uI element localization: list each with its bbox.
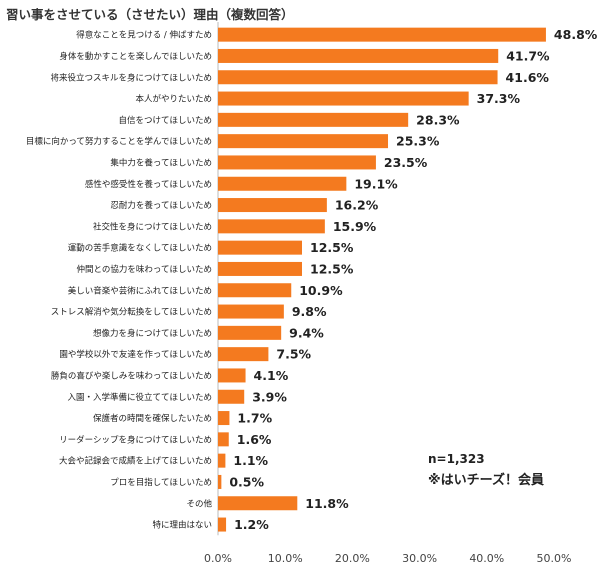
value-label: 9.4% — [289, 325, 324, 340]
value-label: 11.8% — [305, 496, 349, 511]
value-label: 41.6% — [506, 70, 550, 85]
x-tick-label: 10.0% — [268, 552, 303, 565]
category-label: 入園・入学準備に役立ててほしいため — [67, 392, 212, 403]
bar — [218, 453, 226, 468]
x-tick-label: 50.0% — [537, 552, 572, 565]
sample-size-note: n=1,323 — [428, 452, 485, 466]
category-label: ストレス解消や気分転換をしてほしいため — [51, 307, 212, 318]
category-label: 想像力を身につけてほしいため — [93, 328, 212, 339]
bar — [218, 176, 347, 191]
value-label: 12.5% — [310, 240, 354, 255]
value-label: 1.1% — [233, 453, 268, 468]
value-label: 12.5% — [310, 261, 354, 276]
value-label: 48.8% — [554, 27, 598, 42]
bar — [218, 91, 469, 106]
bar — [218, 304, 284, 319]
category-label: その他 — [186, 498, 212, 509]
bar — [218, 325, 282, 340]
category-label: 特に理由はない — [152, 520, 212, 531]
category-label: 仲間との協力を味わってほしいため — [77, 264, 213, 275]
category-label: 自信をつけてほしいため — [118, 115, 212, 126]
bar — [218, 112, 409, 127]
category-label: 勝負の喜びや楽しみを味わってほしいため — [51, 370, 212, 381]
category-label: 本人がやりたいため — [135, 94, 212, 105]
chart-title: 習い事をさせている（させたい）理由（複数回答） — [6, 7, 294, 22]
bar — [218, 517, 227, 532]
value-label: 19.1% — [354, 176, 398, 191]
bar — [218, 198, 327, 213]
bar — [218, 27, 546, 42]
value-label: 25.3% — [396, 134, 440, 149]
category-label: 美しい音楽や芸術にふれてほしいため — [68, 285, 212, 296]
value-label: 4.1% — [254, 368, 289, 383]
bar — [218, 283, 292, 298]
bar — [218, 70, 498, 85]
value-label: 3.9% — [252, 389, 287, 404]
value-label: 1.6% — [237, 432, 272, 447]
value-label: 41.7% — [506, 48, 550, 63]
category-label: プロを目指してほしいため — [110, 477, 212, 488]
bar — [218, 496, 298, 511]
category-label: 身体を動かすことを楽しんでほしいため — [59, 51, 212, 62]
x-tick-label: 40.0% — [469, 552, 504, 565]
category-label: 保護者の時間を確保したいため — [93, 413, 212, 424]
value-label: 1.2% — [234, 517, 269, 532]
category-label: 忍耐力を養ってほしいため — [110, 200, 212, 211]
category-label: 運動の苦手意識をなくしてほしいため — [68, 243, 212, 254]
bar — [218, 368, 246, 383]
value-label: 28.3% — [416, 112, 460, 127]
value-label: 1.7% — [237, 411, 272, 426]
category-label: 集中力を養ってほしいため — [110, 157, 212, 168]
x-tick-label: 0.0% — [204, 552, 232, 565]
value-label: 10.9% — [299, 283, 343, 298]
category-label: 感性や感受性を養ってほしいため — [85, 179, 212, 190]
value-label: 15.9% — [333, 219, 377, 234]
bar — [218, 240, 302, 255]
category-label: 将来役立つスキルを身につけてほしいため — [50, 72, 212, 83]
bar — [218, 48, 499, 63]
bar — [218, 347, 269, 362]
x-tick-label: 20.0% — [335, 552, 370, 565]
source-note: ※はいチーズ！会員 — [428, 473, 544, 488]
bar — [218, 474, 222, 489]
value-label: 0.5% — [229, 474, 264, 489]
bar — [218, 219, 325, 234]
bar — [218, 134, 389, 149]
category-label: リーダーシップを身につけてほしいため — [59, 434, 212, 445]
category-label: 大会や記録会で成績を上げてほしいため — [59, 456, 212, 467]
value-label: 37.3% — [477, 91, 521, 106]
category-label: 園や学校以外で友達を作ってほしいため — [59, 349, 212, 360]
bar — [218, 389, 245, 404]
category-label: 社交性を身につけてほしいため — [93, 221, 212, 232]
value-label: 16.2% — [335, 198, 379, 213]
bar — [218, 432, 229, 447]
value-label: 9.8% — [292, 304, 327, 319]
category-label: 得意なことを見つける / 伸ばすため — [76, 30, 212, 41]
value-label: 23.5% — [384, 155, 428, 170]
bar — [218, 411, 230, 426]
value-label: 7.5% — [276, 347, 311, 362]
bar — [218, 155, 376, 170]
bar — [218, 261, 302, 276]
x-tick-label: 30.0% — [402, 552, 437, 565]
category-label: 目標に向かって努力することを学んでほしいため — [26, 136, 212, 147]
